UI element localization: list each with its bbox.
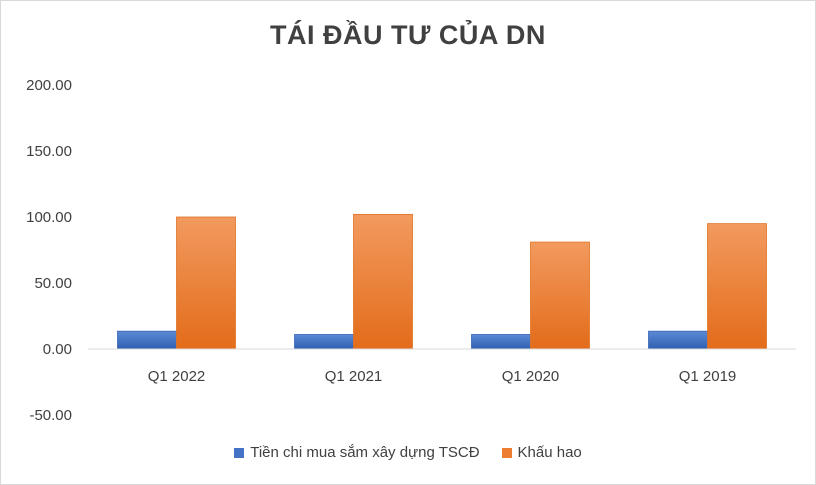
y-tick-label: 0.00 bbox=[43, 341, 72, 358]
capex-bar bbox=[471, 334, 531, 350]
x-tick-label: Q1 2020 bbox=[502, 368, 560, 385]
legend-swatch-capex bbox=[234, 447, 245, 458]
chart-title: TÁI ĐẦU TƯ CỦA DN bbox=[270, 20, 546, 50]
depreciation-bar bbox=[530, 241, 590, 350]
legend-label-depreciation: Khấu hao bbox=[517, 444, 582, 461]
legend-item-capex: Tiền chi mua sắm xây dựng TSCĐ bbox=[234, 444, 480, 461]
y-tick-label: -50.00 bbox=[29, 407, 72, 424]
y-tick-label: 150.00 bbox=[26, 143, 72, 160]
legend: Tiền chi mua sắm xây dựng TSCĐ Khấu hao bbox=[0, 444, 816, 461]
depreciation-bar bbox=[707, 223, 767, 350]
capex-bar bbox=[117, 330, 177, 350]
legend-swatch-depreciation bbox=[501, 447, 512, 458]
x-tick-label: Q1 2022 bbox=[148, 368, 206, 385]
y-tick-label: 100.00 bbox=[26, 209, 72, 226]
legend-item-depreciation: Khấu hao bbox=[501, 444, 582, 461]
x-tick-label: Q1 2019 bbox=[679, 368, 737, 385]
capex-bar bbox=[648, 330, 708, 350]
depreciation-bar bbox=[353, 213, 413, 350]
capex-bar bbox=[294, 334, 354, 350]
x-tick-label: Q1 2021 bbox=[325, 368, 383, 385]
depreciation-bar bbox=[176, 216, 236, 350]
legend-label-capex: Tiền chi mua sắm xây dựng TSCĐ bbox=[250, 444, 480, 461]
y-tick-label: 200.00 bbox=[26, 77, 72, 94]
y-tick-label: 50.00 bbox=[34, 275, 72, 292]
